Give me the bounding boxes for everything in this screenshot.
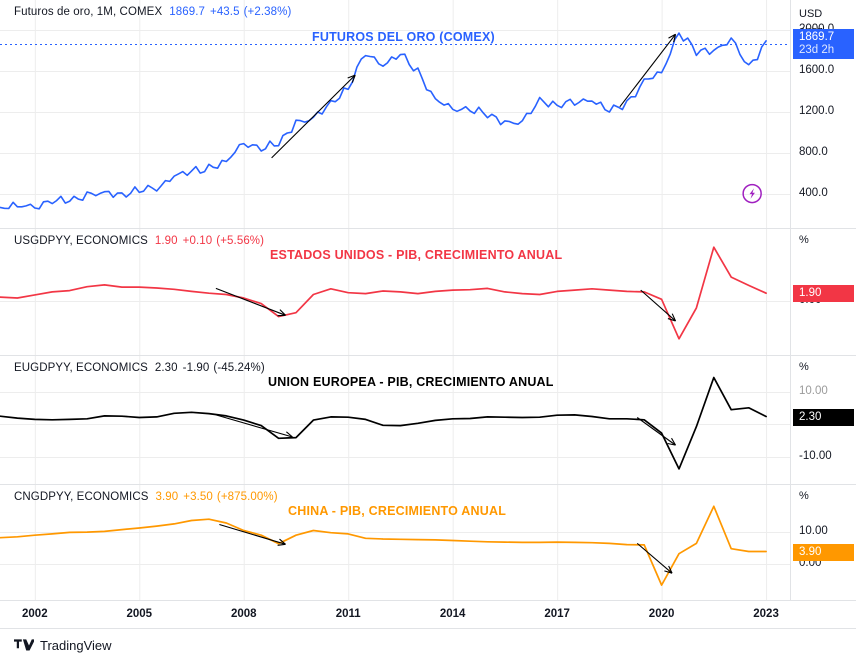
chart-canvas-gold	[0, 0, 790, 228]
axis-unit-us: %	[799, 234, 809, 246]
legend-gold[interactable]: Futuros de oro, 1M, COMEX 1869.7 +43.5 (+2.…	[14, 6, 291, 18]
price-badge-china-value: 3.90	[799, 545, 822, 558]
legend-percent-china: (+875.00%)	[216, 491, 278, 503]
pane-china-gdp[interactable]: % 10.00 0.00 3.90 CNGDPYY, ECONOMICS 3.90…	[0, 485, 856, 600]
tradingview-logo-icon	[14, 639, 34, 651]
plot-area-china[interactable]	[0, 485, 790, 600]
tradingview-wordmark: TradingView	[40, 638, 112, 653]
time-axis-label-2008: 2008	[230, 608, 257, 620]
price-badge-us-value: 1.90	[799, 287, 822, 300]
axis-unit-eu: %	[799, 361, 809, 373]
footer-bar: TradingView	[0, 628, 856, 663]
time-axis-label-2023: 2023	[753, 608, 779, 620]
time-axis[interactable]: 2002 2005 2008 2011 2014 2017 2020 2023	[0, 600, 856, 628]
pane-gold[interactable]: USD apoz 2000.0 1600.0 1200.0 800.0 400.…	[0, 0, 856, 228]
price-axis-china[interactable]: % 10.00 0.00 3.90	[790, 485, 856, 600]
legend-eu[interactable]: EUGDPYY, ECONOMICS 2.30 -1.90 (-45.24%)	[14, 362, 265, 374]
time-axis-label-2011: 2011	[335, 608, 361, 620]
axis-tick-gold-400: 400.0	[799, 186, 828, 199]
price-badge-eu-value: 2.30	[799, 410, 822, 423]
price-axis-gold[interactable]: USD apoz 2000.0 1600.0 1200.0 800.0 400.…	[790, 0, 856, 228]
legend-symbol-china[interactable]: CNGDPYY, ECONOMICS	[14, 491, 149, 503]
pane-eu-gdp[interactable]: % 10.00 0.00 -10.00 2.30 EUGDPYY, ECONOM…	[0, 356, 856, 484]
legend-percent-gold: (+2.38%)	[243, 6, 292, 18]
chart-title-gold: FUTUROS DEL ORO (COMEX)	[312, 30, 495, 44]
time-axis-label-2002: 2002	[22, 608, 48, 620]
plot-area-us[interactable]	[0, 229, 790, 355]
pane-divider-2	[0, 355, 856, 356]
chart-canvas-eu	[0, 356, 790, 484]
axis-unit-gold-1: USD	[799, 8, 823, 20]
chart-title-china: CHINA - PIB, CRECIMIENTO ANUAL	[288, 504, 507, 518]
price-badge-gold-countdown: 23d 2h	[799, 43, 835, 56]
pane-divider-3	[0, 484, 856, 485]
legend-change-us: +0.10	[182, 235, 213, 247]
price-axis-eu[interactable]: % 10.00 0.00 -10.00 2.30	[790, 356, 856, 484]
legend-china[interactable]: CNGDPYY, ECONOMICS 3.90 +3.50 (+875.00%)	[14, 491, 278, 503]
chart-title-eu: UNION EUROPEA - PIB, CRECIMIENTO ANUAL	[268, 375, 554, 389]
axis-tick-gold-1600: 1600.0	[799, 64, 835, 77]
legend-value-gold: 1869.7	[169, 6, 205, 18]
legend-percent-us: (+5.56%)	[216, 235, 265, 247]
legend-us[interactable]: USGDPYY, ECONOMICS 1.90 +0.10 (+5.56%)	[14, 235, 264, 247]
plot-area-eu[interactable]	[0, 356, 790, 484]
axis-tick-eu-neg10: -10.00	[799, 449, 832, 462]
tradingview-logo[interactable]: TradingView	[14, 638, 112, 653]
plot-area-gold[interactable]	[0, 0, 790, 228]
legend-change-gold: +43.5	[210, 6, 240, 18]
axis-tick-gold-800: 800.0	[799, 145, 828, 158]
pane-us-gdp[interactable]: % 0.00 1.90 USGDPYY, ECONOMICS 1.90 +0.10(…	[0, 229, 856, 355]
legend-value-us: 1.90	[154, 235, 178, 247]
axis-tick-eu-10: 10.00	[799, 384, 828, 397]
legend-symbol-gold[interactable]: Futuros de oro, 1M, COMEX	[14, 6, 163, 18]
price-badge-gold-value: 1869.7	[799, 30, 835, 43]
chart-canvas-china	[0, 485, 790, 600]
chart-canvas-us	[0, 229, 790, 355]
legend-symbol-us[interactable]: USGDPYY, ECONOMICS	[14, 235, 148, 247]
price-badge-eu[interactable]: 2.30	[793, 408, 854, 426]
legend-value-eu: 2.30	[154, 362, 178, 374]
pane-divider-1	[0, 228, 856, 229]
price-axis-us[interactable]: % 0.00 1.90	[790, 229, 856, 355]
price-badge-us[interactable]: 1.90	[793, 285, 854, 303]
legend-change-china: +3.50	[183, 491, 213, 503]
legend-change-eu: -1.90	[182, 362, 210, 374]
legend-value-china: 3.90	[155, 491, 179, 503]
legend-symbol-eu[interactable]: EUGDPYY, ECONOMICS	[14, 362, 148, 374]
time-axis-label-2005: 2005	[126, 608, 153, 620]
price-badge-gold[interactable]: 1869.7 23d 2h	[793, 28, 854, 59]
axis-unit-china: %	[799, 490, 809, 502]
price-badge-china[interactable]: 3.90	[793, 543, 854, 561]
axis-tick-china-10: 10.00	[799, 525, 828, 538]
time-axis-label-2017: 2017	[544, 608, 570, 620]
chart-title-us: ESTADOS UNIDOS - PIB, CRECIMIENTO ANUAL	[270, 248, 563, 262]
legend-percent-eu: (-45.24%)	[213, 362, 265, 374]
time-axis-label-2020: 2020	[648, 608, 675, 620]
axis-tick-gold-1200: 1200.0	[799, 104, 835, 117]
time-axis-label-2014: 2014	[439, 608, 466, 620]
